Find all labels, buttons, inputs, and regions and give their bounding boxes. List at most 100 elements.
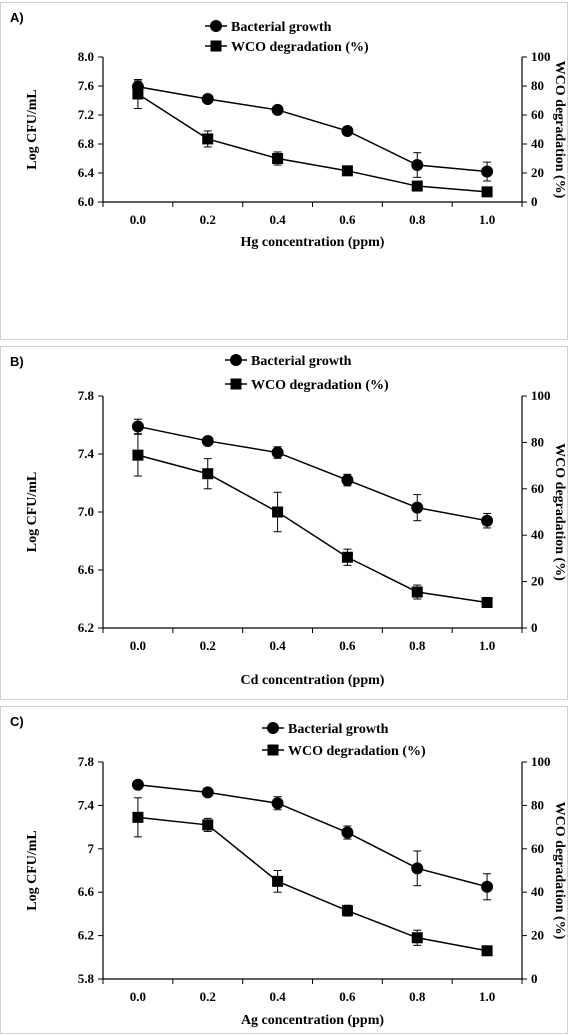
data-point-circle [341,474,354,487]
y2-tick-label: 20 [531,574,544,589]
y-tick-label: 7.6 [78,78,95,93]
data-point-circle [271,446,284,459]
panel-label: B) [10,354,24,369]
y-tick-label: 6.4 [78,165,95,180]
legend-label: Bacterial growth [251,354,352,369]
data-point-square [411,180,423,192]
data-point-square [411,932,423,944]
x-tick-label: 0.8 [409,989,426,1004]
data-point-circle [411,862,424,875]
x-tick-label: 0.2 [200,989,216,1004]
y-tick-label: 6.0 [78,194,94,209]
y2-tick-label: 100 [531,388,551,403]
y2-tick-label: 80 [531,78,544,93]
x-tick-label: 0.0 [130,638,146,653]
x-axis-title: Ag concentration (ppm) [241,1013,384,1028]
y-tick-label: 5.8 [78,971,95,986]
x-axis-title: Cd concentration (ppm) [241,673,385,688]
x-tick-label: 0.4 [269,212,286,227]
panel-label: C) [10,714,24,729]
legend-label: WCO degradation (%) [251,378,389,393]
legend-marker-square [210,40,222,52]
legend-marker-square [267,744,279,756]
x-tick-label: 1.0 [479,989,495,1004]
y2-axis-title: WCO degradation (%) [552,443,567,581]
chart-panel-c: C) 5.8 6.2 6.6 7 7.4 7.8 0 20 40 60 80 100 0.0 0.2 0.4… [0,706,568,1034]
panel-frame [0,2,568,340]
x-tick-label: 0.8 [409,212,426,227]
y2-tick-label: 20 [531,928,544,943]
data-point-circle [481,514,494,527]
data-point-square [202,133,214,145]
chart-a: 6.0 6.4 6.8 7.2 7.6 8.0 0 20 40 60 80 100 0.0 0.2 0.4 0… [25,20,567,250]
y-tick-label: 6.6 [78,562,95,577]
data-point-circle [201,434,214,447]
data-point-square [481,186,493,198]
y2-tick-label: 40 [531,136,544,151]
x-tick-label: 0.2 [200,638,216,653]
y2-tick-label: 40 [531,527,544,542]
y2-tick-label: 100 [531,754,551,769]
y-tick-label: 7 [88,841,95,856]
legend-marker-circle [210,20,222,32]
data-point-square [132,811,144,823]
data-point-circle [271,103,284,116]
data-point-square [202,819,214,831]
x-tick-label: 1.0 [479,638,495,653]
y2-tick-label: 80 [531,434,544,449]
x-tick-label: 0.4 [269,638,286,653]
data-point-circle [271,797,284,810]
panel-frame [0,346,568,700]
y2-tick-label: 0 [531,971,538,986]
data-point-square [411,586,423,598]
legend-marker-circle [230,354,242,366]
series-line-wco-degradation [137,816,488,952]
y2-tick-label: 0 [531,620,538,635]
data-point-square [132,449,144,461]
legend-label: WCO degradation (%) [231,40,369,55]
data-point-square [132,88,144,100]
y-tick-label: 6.8 [78,136,95,151]
data-point-square [341,165,353,177]
y2-tick-label: 40 [531,884,544,899]
data-point-circle [341,826,354,839]
y-tick-label: 6.6 [78,884,95,899]
x-axis-title: Hg concentration (ppm) [241,235,385,250]
y-tick-label: 6.2 [78,620,94,635]
data-point-circle [131,420,144,433]
data-point-circle [131,778,144,791]
y-tick-label: 6.2 [78,928,94,943]
data-point-circle [341,124,354,137]
x-tick-label: 0.2 [200,212,216,227]
series-line-bacterial-growth [137,85,488,173]
panel-frame [0,706,568,1034]
data-point-circle [481,165,494,178]
y2-tick-label: 60 [531,841,544,856]
data-point-square [481,596,493,608]
y2-tick-label: 80 [531,797,544,812]
panel-label: A) [10,10,24,25]
data-point-square [341,905,353,917]
y-tick-label: 7.4 [78,797,95,812]
x-tick-label: 0.0 [130,212,146,227]
data-point-square [341,551,353,563]
data-point-square [272,506,284,518]
y2-tick-label: 0 [531,194,538,209]
y-tick-label: 7.8 [78,754,95,769]
x-tick-label: 0.0 [130,989,146,1004]
legend-label: Bacterial growth [231,20,332,35]
data-point-square [272,875,284,887]
y-tick-label: 8.0 [78,49,94,64]
x-tick-label: 1.0 [479,212,495,227]
chart-c: 5.8 6.2 6.6 7 7.4 7.8 0 20 40 60 80 100 0.0 0.2 0.4 0.6… [25,722,567,1028]
y2-axis-title: WCO degradation (%) [552,802,567,940]
legend-label: Bacterial growth [288,722,389,737]
y-tick-label: 7.4 [78,446,95,461]
y2-tick-label: 20 [531,165,544,180]
chart-panel-a: A) 6.0 6.4 6.8 7.2 7.6 8.0 0 20 40 60 80 100 0.0 0.2 0… [0,2,568,340]
x-tick-label: 0.6 [339,212,356,227]
data-point-square [481,945,493,957]
x-tick-label: 0.8 [409,638,426,653]
legend-marker-square [230,378,242,390]
y-tick-label: 7.2 [78,107,94,122]
